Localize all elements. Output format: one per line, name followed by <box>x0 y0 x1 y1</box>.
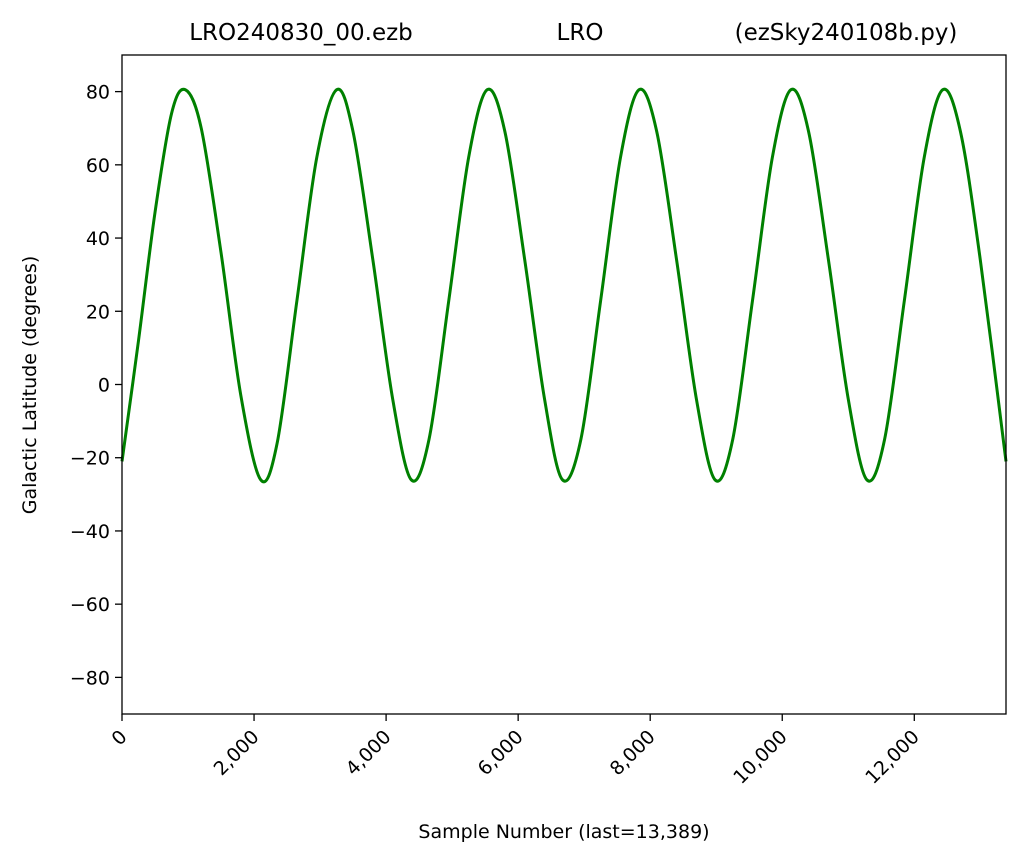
y-axis-ticks: 80 60 40 20 0 −20 −40 −60 −80 <box>70 82 122 689</box>
chart-title-left: LRO240830_00.ezb <box>189 20 413 46</box>
x-axis-label: Sample Number (last=13,389) <box>418 821 709 843</box>
y-tick-label: 20 <box>86 301 110 323</box>
y-tick-label: 60 <box>86 155 110 177</box>
y-tick-label: −40 <box>70 521 110 543</box>
series-line-galactic-latitude <box>120 87 1008 484</box>
y-tick-label: 40 <box>86 228 110 250</box>
y-tick-label: 0 <box>98 375 110 397</box>
chart-title-center: LRO <box>557 20 604 46</box>
y-tick-label: −20 <box>70 448 110 470</box>
y-tick-label: 80 <box>86 82 110 104</box>
y-tick-label: −80 <box>70 667 110 689</box>
y-axis-label: Galactic Latitude (degrees) <box>19 256 41 515</box>
y-tick-label: −60 <box>70 594 110 616</box>
chart-title-right: (ezSky240108b.py) <box>735 20 958 46</box>
